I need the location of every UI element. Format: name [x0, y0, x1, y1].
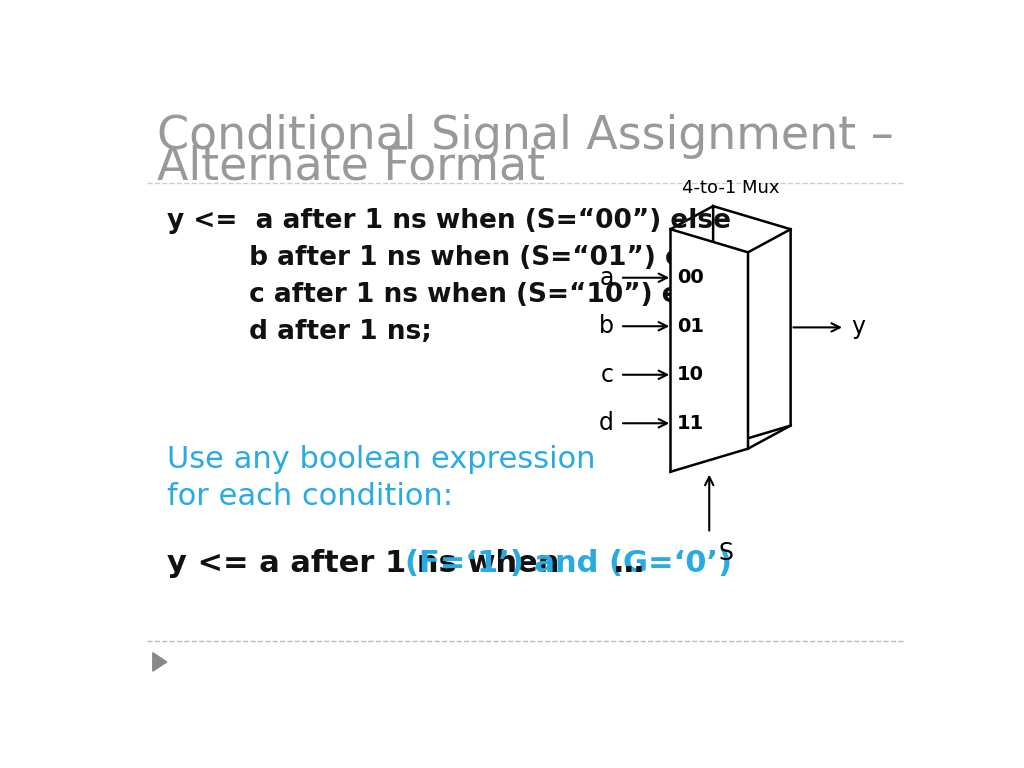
Text: c: c [601, 362, 614, 387]
Text: 01: 01 [677, 316, 703, 336]
Text: a: a [599, 266, 614, 290]
Text: for each condition:: for each condition: [167, 482, 453, 511]
Text: …: … [603, 549, 644, 578]
Text: S: S [719, 541, 734, 565]
Text: y <= a after 1 ns when: y <= a after 1 ns when [167, 549, 569, 578]
Text: b after 1 ns when (S=“01”) else: b after 1 ns when (S=“01”) else [167, 245, 725, 270]
Text: Alternate Format: Alternate Format [158, 144, 546, 190]
Text: d after 1 ns;: d after 1 ns; [167, 319, 432, 345]
Text: b: b [599, 314, 614, 338]
Text: 00: 00 [677, 268, 703, 287]
Polygon shape [153, 653, 167, 671]
Text: (F=‘1’) and (G=‘0’): (F=‘1’) and (G=‘0’) [404, 549, 732, 578]
Text: 11: 11 [677, 414, 703, 432]
Text: y: y [851, 316, 865, 339]
Text: Conditional Signal Assignment –: Conditional Signal Assignment – [158, 114, 894, 159]
Polygon shape [671, 229, 748, 472]
Text: Use any boolean expression: Use any boolean expression [167, 445, 595, 474]
Text: c after 1 ns when (S=“10”) else: c after 1 ns when (S=“10”) else [167, 282, 722, 307]
Text: 10: 10 [677, 366, 703, 384]
Text: d: d [599, 411, 614, 435]
Text: y <=  a after 1 ns when (S=“00”) else: y <= a after 1 ns when (S=“00”) else [167, 207, 731, 233]
Text: 4-to-1 Mux: 4-to-1 Mux [682, 179, 779, 197]
